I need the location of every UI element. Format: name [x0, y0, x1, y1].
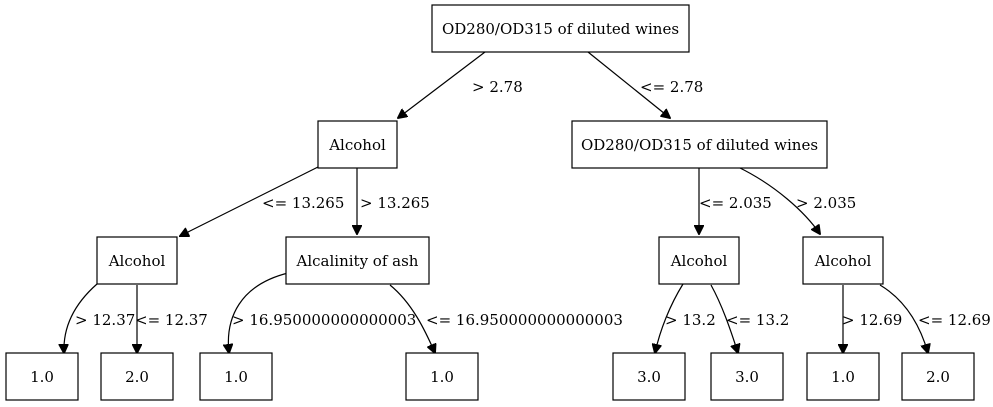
leaf-node-2-label: 2.0	[125, 368, 149, 386]
edge-label-alcohol5-right: <= 12.69	[918, 311, 991, 329]
node-alcalinity-label: Alcalinity of ash	[296, 252, 419, 270]
edge-label-root-right: <= 2.78	[640, 78, 703, 96]
leaf-node-6-label: 3.0	[735, 368, 759, 386]
leaf-node-5: 3.0	[612, 352, 686, 401]
leaf-node-3-label: 1.0	[224, 368, 248, 386]
edge-alcohol4-to-leaf-5	[655, 283, 684, 353]
node-alcohol-3: Alcohol	[96, 236, 178, 285]
node-alcohol-4: Alcohol	[658, 236, 740, 285]
leaf-node-7-label: 1.0	[831, 368, 855, 386]
edge-root-to-alcohol	[398, 51, 486, 118]
edge-label-od2-left: <= 2.035	[699, 194, 772, 212]
edge-label-root-left: > 2.78	[472, 78, 523, 96]
leaf-node-5-label: 3.0	[637, 368, 661, 386]
leaf-node-4-label: 1.0	[430, 368, 454, 386]
edge-label-alcohol1-right: > 13.265	[360, 194, 430, 212]
node-alcohol-5-label: Alcohol	[814, 252, 872, 270]
leaf-node-7: 1.0	[806, 352, 880, 401]
node-alcalinity: Alcalinity of ash	[285, 236, 430, 285]
node-alcohol-1-label: Alcohol	[328, 136, 386, 154]
edge-label-alcohol4-right: <= 13.2	[726, 311, 789, 329]
leaf-node-1: 1.0	[5, 352, 79, 401]
node-alcohol-4-label: Alcohol	[670, 252, 728, 270]
edge-label-alcohol4-left: > 13.2	[665, 311, 716, 329]
node-alcohol-1: Alcohol	[317, 120, 398, 169]
edge-label-od2-right: > 2.035	[796, 194, 856, 212]
edge-alcalinity-to-leaf-3	[228, 272, 289, 353]
leaf-node-6: 3.0	[710, 352, 784, 401]
node-alcohol-3-label: Alcohol	[108, 252, 166, 270]
node-root-label: OD280/OD315 of diluted wines	[442, 20, 679, 38]
node-od-2: OD280/OD315 of diluted wines	[571, 120, 828, 169]
leaf-node-2: 2.0	[100, 352, 174, 401]
edge-label-alcohol5-left: > 12.69	[842, 311, 902, 329]
leaf-node-4: 1.0	[405, 352, 479, 401]
leaf-node-1-label: 1.0	[30, 368, 54, 386]
edge-label-alcohol3-left: > 12.37	[75, 311, 135, 329]
edge-label-alcohol3-right: <= 12.37	[135, 311, 208, 329]
edge-alcohol-to-alcohol-left	[180, 165, 321, 236]
node-alcohol-5: Alcohol	[802, 236, 884, 285]
edge-od-to-alcohol-right	[737, 166, 820, 234]
edge-alcohol4-to-leaf-6	[710, 284, 738, 353]
edge-alcohol3-to-leaf-1	[64, 283, 98, 353]
edge-alcalinity-to-leaf-4	[389, 284, 435, 353]
edge-label-alcalinity-right: <= 16.950000000000003	[426, 311, 623, 329]
edge-root-to-od	[587, 51, 670, 118]
leaf-node-3: 1.0	[199, 352, 273, 401]
edge-label-alcohol1-left: <= 13.265	[262, 194, 344, 212]
edge-label-alcalinity-left: > 16.950000000000003	[232, 311, 416, 329]
leaf-node-8-label: 2.0	[926, 368, 950, 386]
edge-alcohol5-to-leaf-8	[879, 284, 928, 353]
node-od-2-label: OD280/OD315 of diluted wines	[581, 136, 818, 154]
node-root: OD280/OD315 of diluted wines	[431, 4, 690, 53]
leaf-node-8: 2.0	[901, 352, 975, 401]
